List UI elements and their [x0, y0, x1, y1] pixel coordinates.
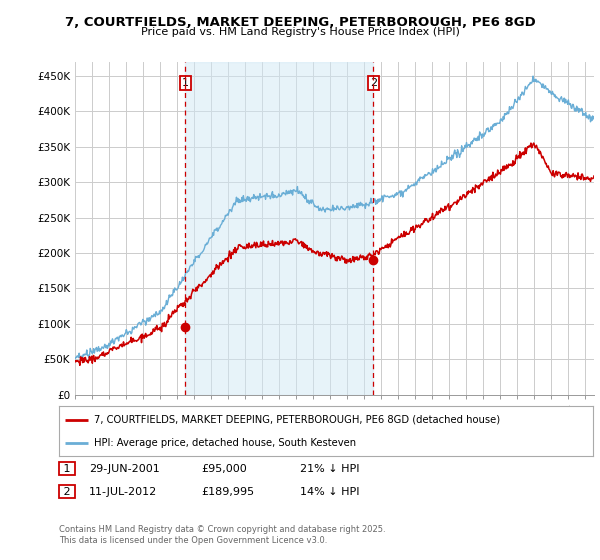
Text: 21% ↓ HPI: 21% ↓ HPI	[300, 464, 359, 474]
Text: £95,000: £95,000	[201, 464, 247, 474]
Text: 1: 1	[60, 464, 74, 474]
Text: 29-JUN-2001: 29-JUN-2001	[89, 464, 160, 474]
Text: Price paid vs. HM Land Registry's House Price Index (HPI): Price paid vs. HM Land Registry's House …	[140, 27, 460, 37]
Text: 11-JUL-2012: 11-JUL-2012	[89, 487, 157, 497]
Text: 14% ↓ HPI: 14% ↓ HPI	[300, 487, 359, 497]
Text: 7, COURTFIELDS, MARKET DEEPING, PETERBOROUGH, PE6 8GD (detached house): 7, COURTFIELDS, MARKET DEEPING, PETERBOR…	[94, 414, 500, 424]
Text: 7, COURTFIELDS, MARKET DEEPING, PETERBOROUGH, PE6 8GD: 7, COURTFIELDS, MARKET DEEPING, PETERBOR…	[65, 16, 535, 29]
Text: 2: 2	[60, 487, 74, 497]
Text: HPI: Average price, detached house, South Kesteven: HPI: Average price, detached house, Sout…	[94, 438, 356, 448]
Text: 2: 2	[370, 78, 377, 88]
Text: Contains HM Land Registry data © Crown copyright and database right 2025.
This d: Contains HM Land Registry data © Crown c…	[59, 525, 385, 545]
Text: 1: 1	[182, 78, 189, 88]
Text: £189,995: £189,995	[201, 487, 254, 497]
